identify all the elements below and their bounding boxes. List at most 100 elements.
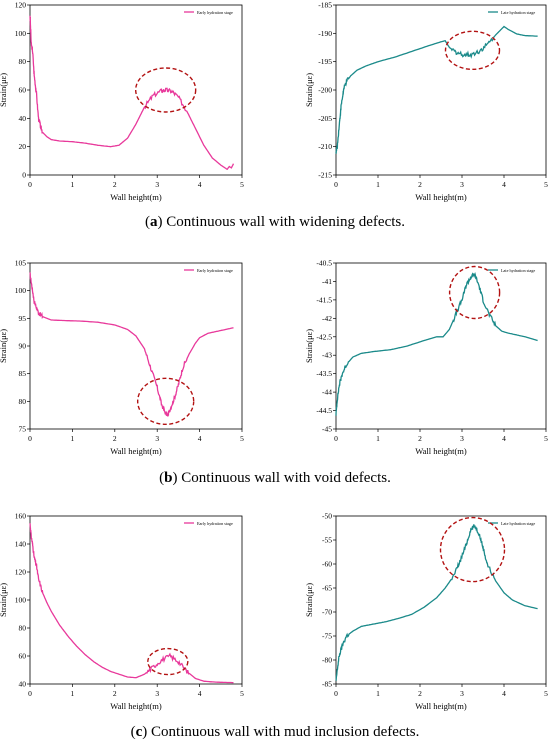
y-tick-label: 20 — [19, 142, 27, 151]
y-tick-label: 100 — [15, 286, 27, 295]
y-axis-label: Strain(με) — [304, 583, 314, 617]
plot-frame — [335, 4, 547, 176]
y-axis-label: Strain(με) — [0, 583, 8, 617]
series-line — [29, 15, 235, 171]
y-tick-label: 80 — [19, 57, 27, 66]
x-tick-label: 4 — [198, 180, 202, 189]
legend-label: Late hydration stage — [501, 10, 535, 15]
y-tick-label: -60 — [322, 560, 332, 569]
x-tick-label: 1 — [71, 689, 75, 698]
y-tick-label: 120 — [15, 568, 27, 577]
y-tick-label: -55 — [322, 536, 332, 545]
y-axis-label: Strain(με) — [0, 329, 8, 363]
x-tick-label: 1 — [376, 180, 380, 189]
x-tick-label: 3 — [460, 434, 464, 443]
x-tick-label: 2 — [418, 689, 422, 698]
plot-frame — [29, 515, 243, 685]
x-tick-label: 3 — [155, 689, 159, 698]
legend-label: Early hydration stage — [197, 521, 233, 526]
series-line — [29, 523, 234, 684]
x-tick-label: 4 — [198, 434, 202, 443]
chart-panel-b-right: 0 1 2 3 4 5 -45 -44.5 -44 -43.5 -43 -42.5 -42 -41.5 -4… — [304, 259, 548, 457]
y-tick-label: -41.5 — [316, 295, 332, 304]
y-tick-label: -42 — [322, 314, 332, 323]
y-tick-label: -185 — [318, 1, 332, 10]
caption-b: (b) Continuous wall with void defects. — [159, 470, 391, 486]
y-tick-label: -40.5 — [316, 259, 332, 268]
y-tick-label: -80 — [322, 656, 332, 665]
x-tick-label: 5 — [240, 689, 244, 698]
y-tick-label: -210 — [318, 142, 332, 151]
y-tick-label: -41 — [322, 277, 332, 286]
defect-highlight-ellipse — [134, 67, 197, 113]
x-axis-label: Wall height(m) — [415, 701, 467, 711]
defect-highlight-ellipse — [439, 516, 506, 583]
x-tick-label: 0 — [334, 434, 338, 443]
y-tick-label: -43 — [322, 351, 332, 360]
x-tick-label: 1 — [376, 689, 380, 698]
y-tick-label: -70 — [322, 608, 332, 617]
y-tick-label: 80 — [19, 624, 27, 633]
y-tick-label: -85 — [322, 680, 332, 689]
x-tick-label: 4 — [502, 689, 506, 698]
x-tick-label: 2 — [418, 180, 422, 189]
y-tick-label: 160 — [15, 512, 27, 521]
legend-label: Early hydration stage — [197, 268, 233, 273]
x-axis-label: Wall height(m) — [110, 192, 162, 202]
caption-c: (c) Continuous wall with mud inclusion d… — [130, 724, 420, 740]
x-tick-label: 2 — [113, 434, 117, 443]
x-tick-label: 4 — [502, 434, 506, 443]
y-tick-label: -205 — [318, 114, 332, 123]
y-tick-label: -44 — [322, 388, 332, 397]
y-tick-label: -65 — [322, 584, 332, 593]
x-tick-label: 4 — [198, 689, 202, 698]
y-tick-label: -195 — [318, 57, 332, 66]
y-tick-label: 75 — [19, 425, 27, 434]
y-tick-label: -44.5 — [316, 406, 332, 415]
x-tick-label: 2 — [418, 434, 422, 443]
chart-panel-a-left: 0 1 2 3 4 5 0 20 40 60 80 100 120 Wall height(m) Strai… — [0, 1, 244, 203]
series-line — [335, 272, 538, 416]
y-tick-label: 85 — [19, 369, 27, 378]
x-tick-label: 2 — [113, 689, 117, 698]
y-axis-label: Strain(με) — [0, 73, 8, 107]
caption-a: (a) Continuous wall with widening defect… — [145, 214, 405, 230]
x-tick-label: 3 — [460, 689, 464, 698]
y-tick-label: -200 — [318, 86, 332, 95]
chart-panel-c-left: 0 1 2 3 4 5 40 60 80 100 120 140 160 Wall height(m) St… — [0, 512, 244, 712]
y-tick-label: 40 — [19, 680, 27, 689]
x-tick-label: 4 — [502, 180, 506, 189]
x-axis-label: Wall height(m) — [110, 446, 162, 456]
defect-highlight-ellipse — [147, 647, 189, 676]
y-tick-label: 95 — [19, 314, 27, 323]
x-tick-label: 5 — [240, 434, 244, 443]
x-tick-label: 0 — [334, 689, 338, 698]
series-line — [335, 25, 538, 154]
x-tick-label: 2 — [113, 180, 117, 189]
y-tick-label: 80 — [19, 397, 27, 406]
x-tick-label: 3 — [460, 180, 464, 189]
x-tick-label: 0 — [28, 434, 32, 443]
y-tick-label: -190 — [318, 29, 332, 38]
x-tick-label: 1 — [71, 180, 75, 189]
y-tick-label: -215 — [318, 171, 332, 180]
y-tick-label: 100 — [15, 596, 27, 605]
defect-highlight-ellipse — [444, 30, 501, 71]
legend-label: Late hydration stage — [501, 521, 535, 526]
x-axis-label: Wall height(m) — [110, 701, 162, 711]
defect-highlight-ellipse — [136, 377, 195, 426]
y-axis-label: Strain(με) — [304, 329, 314, 363]
x-tick-label: 3 — [155, 180, 159, 189]
chart-panel-b-left: 0 1 2 3 4 5 75 80 85 90 95 100 105 Wall height(m) Stra… — [0, 259, 244, 457]
chart-panel-c-right: 0 1 2 3 4 5 -85 -80 -75 -70 -65 -60 -55 -50 Wall heigh… — [304, 512, 548, 712]
y-tick-label: 0 — [22, 171, 26, 180]
y-tick-label: -45 — [322, 425, 332, 434]
x-tick-label: 5 — [544, 689, 548, 698]
y-tick-label: 40 — [19, 114, 27, 123]
y-tick-label: 60 — [19, 86, 27, 95]
y-tick-label: -50 — [322, 512, 332, 521]
y-tick-label: 100 — [15, 29, 27, 38]
series-line — [29, 272, 234, 417]
plot-frame — [29, 262, 243, 430]
